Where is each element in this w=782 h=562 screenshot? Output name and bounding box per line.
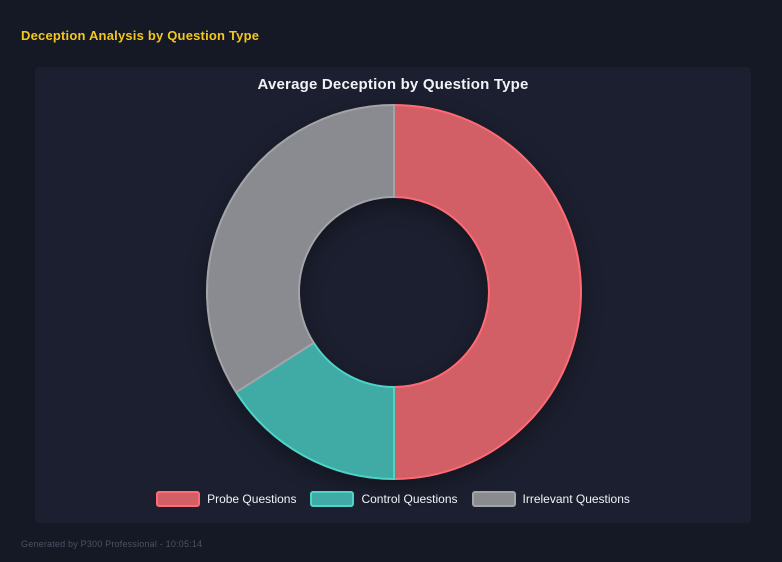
legend-item-1[interactable]: Control Questions <box>310 491 458 507</box>
legend-item-2[interactable]: Irrelevant Questions <box>471 491 630 507</box>
donut-chart <box>206 104 582 480</box>
chart-panel: Average Deception by Question Type Probe… <box>35 67 751 523</box>
footer-note: Generated by P300 Professional - 10:05:1… <box>21 539 203 549</box>
legend-swatch <box>156 491 201 507</box>
chart-title: Average Deception by Question Type <box>257 76 529 93</box>
page-title: Deception Analysis by Question Type <box>21 28 260 43</box>
donut-slice-2[interactable] <box>206 104 395 394</box>
legend-label: Probe Questions <box>207 492 297 506</box>
legend-swatch <box>471 491 516 507</box>
chart-legend: Probe Questions Control Questions Irreleva… <box>35 491 751 507</box>
legend-label: Control Questions <box>361 492 458 506</box>
donut-slice-0[interactable] <box>393 104 582 480</box>
legend-item-0[interactable]: Probe Questions <box>156 491 296 507</box>
donut-slice-1[interactable] <box>235 341 395 480</box>
legend-swatch <box>310 491 355 507</box>
legend-label: Irrelevant Questions <box>522 492 630 506</box>
